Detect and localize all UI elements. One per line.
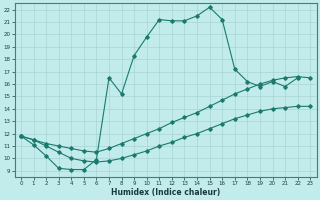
X-axis label: Humidex (Indice chaleur): Humidex (Indice chaleur)	[111, 188, 220, 197]
